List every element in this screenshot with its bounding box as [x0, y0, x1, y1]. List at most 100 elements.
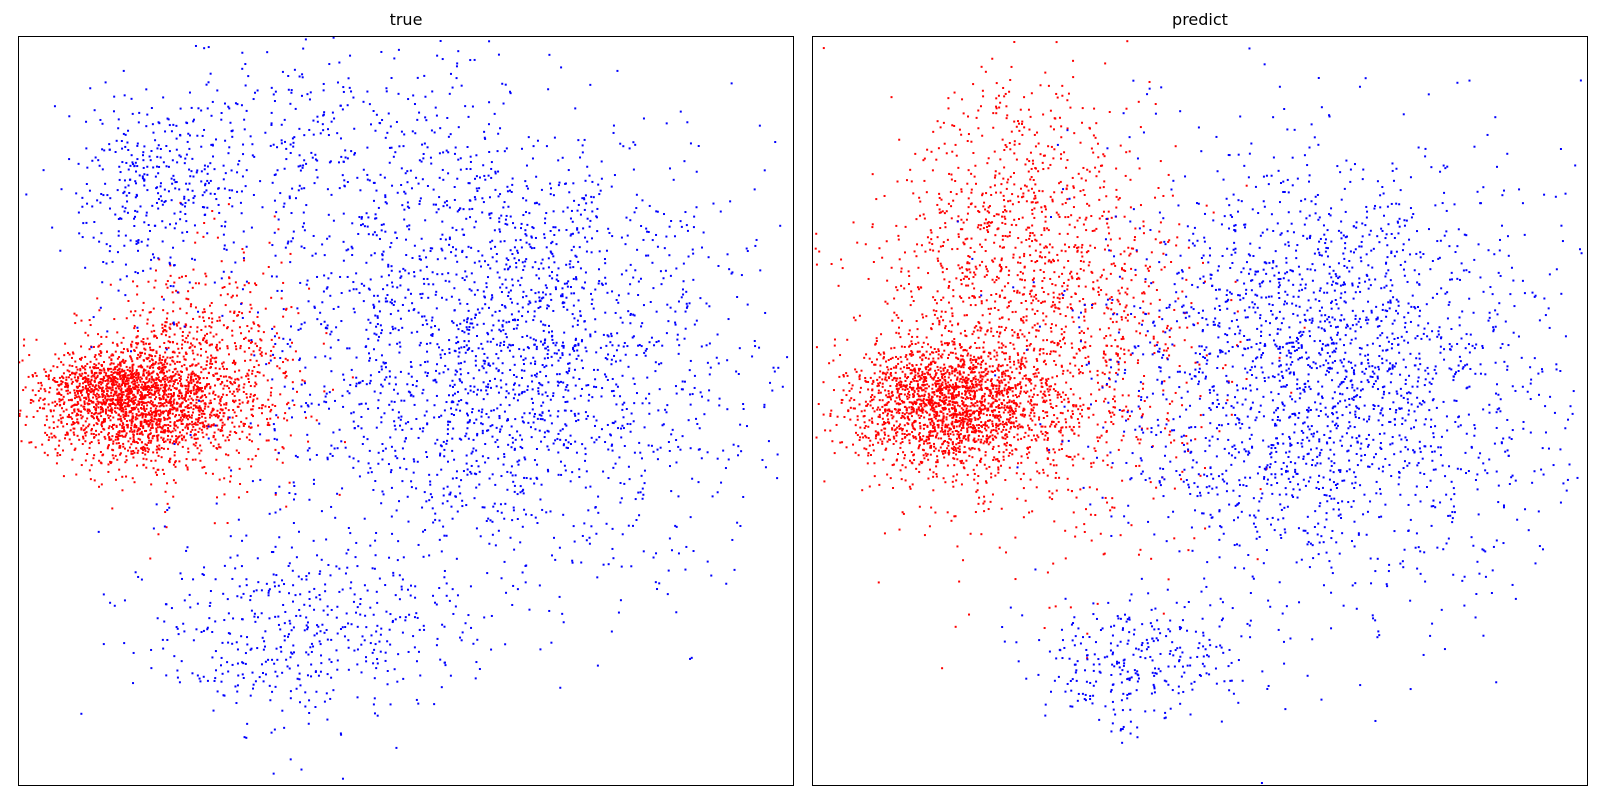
scatter-point — [505, 383, 508, 386]
scatter-point — [544, 293, 547, 296]
scatter-point — [518, 384, 521, 387]
scatter-point — [130, 410, 133, 413]
scatter-point — [450, 401, 453, 404]
scatter-point — [58, 376, 61, 379]
scatter-point — [132, 456, 135, 459]
scatter-point — [84, 432, 87, 435]
scatter-point — [107, 433, 110, 436]
scatter-point — [519, 491, 522, 494]
scatter-point — [175, 435, 178, 438]
scatter-point — [170, 400, 173, 403]
scatter-point — [194, 282, 197, 285]
scatter-point — [695, 170, 698, 173]
scatter-point — [126, 379, 129, 382]
scatter-point — [604, 282, 607, 285]
scatter-point — [88, 348, 91, 351]
scatter-point — [157, 392, 160, 395]
scatter-point — [114, 391, 117, 394]
scatter-point — [238, 388, 241, 391]
scatter-point — [516, 249, 519, 252]
scatter-point — [505, 257, 508, 260]
scatter-point — [43, 368, 46, 371]
scatter-point — [705, 344, 708, 347]
scatter-point — [103, 420, 106, 423]
scatter-point — [467, 245, 470, 248]
scatter-point — [522, 358, 525, 361]
scatter-point — [509, 92, 512, 95]
scatter-point — [112, 368, 115, 371]
scatter-point — [61, 407, 64, 410]
scatter-point — [382, 449, 385, 452]
scatter-point — [351, 222, 354, 225]
scatter-point — [424, 528, 427, 531]
scatter-point — [463, 340, 466, 343]
scatter-point — [221, 380, 224, 383]
scatter-point — [222, 164, 225, 167]
scatter-point — [215, 333, 218, 336]
scatter-point — [514, 418, 517, 421]
scatter-point — [346, 181, 349, 184]
scatter-point — [39, 397, 42, 400]
scatter-point — [100, 388, 103, 391]
scatter-point — [272, 423, 275, 426]
scatter-point — [83, 381, 86, 384]
scatter-point — [275, 275, 278, 278]
scatter-point — [758, 346, 761, 349]
scatter-point — [67, 384, 70, 387]
scatter-point — [619, 359, 622, 362]
scatter-point — [130, 450, 133, 453]
scatter-point — [142, 337, 145, 340]
scatter-point — [126, 350, 129, 353]
scatter-point — [388, 382, 391, 385]
scatter-point — [247, 282, 250, 285]
scatter-point — [302, 222, 305, 225]
scatter-point — [155, 351, 158, 354]
scatter-point — [97, 442, 100, 445]
scatter-point — [561, 287, 564, 290]
scatter-point — [279, 357, 282, 360]
scatter-point — [410, 393, 413, 396]
scatter-point — [687, 419, 690, 422]
scatter-point — [116, 438, 119, 441]
scatter-point — [505, 286, 508, 289]
scatter-point — [585, 250, 588, 253]
scatter-point — [186, 423, 189, 426]
scatter-point — [632, 276, 635, 279]
scatter-point — [466, 302, 469, 305]
scatter-point — [316, 275, 319, 278]
scatter-point — [95, 358, 98, 361]
scatter-point — [179, 404, 182, 407]
scatter-point — [453, 287, 456, 290]
scatter-point — [397, 416, 400, 419]
scatter-point — [216, 378, 219, 381]
scatter-point — [285, 374, 288, 377]
scatter-point — [121, 422, 124, 425]
scatter-point — [178, 414, 181, 417]
scatter-point — [282, 447, 285, 450]
scatter-point — [152, 420, 155, 423]
scatter-point — [599, 346, 602, 349]
scatter-point — [54, 353, 57, 356]
scatter-point — [728, 268, 731, 271]
scatter-point — [546, 356, 549, 359]
scatter-point — [161, 431, 164, 434]
scatter-point — [538, 584, 541, 587]
scatter-point — [442, 487, 445, 490]
scatter-point — [209, 331, 212, 334]
scatter-point — [539, 383, 542, 386]
scatter-point — [542, 291, 545, 294]
scatter-point — [613, 174, 616, 177]
scatter-point — [516, 460, 519, 463]
scatter-point — [372, 233, 375, 236]
scatter-point — [620, 497, 623, 500]
scatter-point — [155, 429, 158, 432]
scatter-point — [152, 404, 155, 407]
scatter-point — [705, 302, 708, 305]
scatter-point — [293, 404, 296, 407]
scatter-point — [219, 397, 222, 400]
scatter-point — [614, 462, 617, 465]
scatter-point — [139, 354, 142, 357]
scatter-point — [62, 403, 65, 406]
scatter-point — [342, 240, 345, 243]
scatter-point — [73, 376, 76, 379]
